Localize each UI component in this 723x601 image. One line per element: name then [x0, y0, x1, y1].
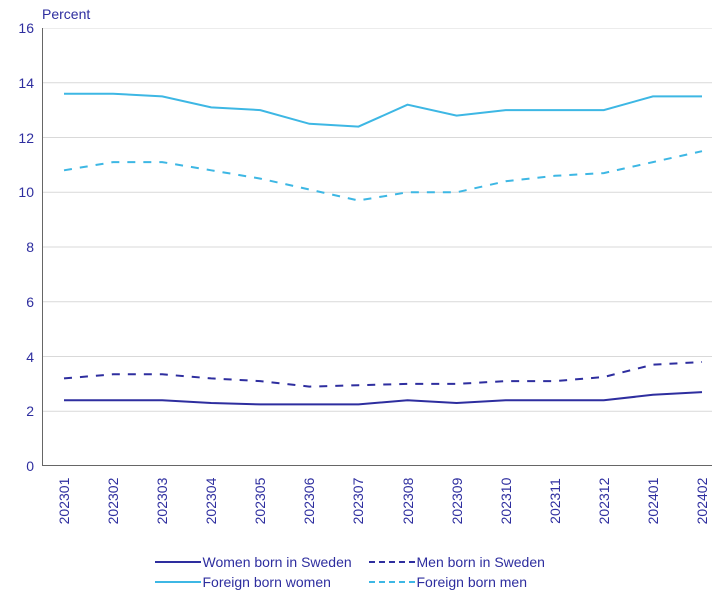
- x-tick-label: 202301: [56, 471, 72, 531]
- y-tick-label: 4: [0, 349, 34, 365]
- x-tick-label: 202310: [498, 471, 514, 531]
- x-tick-label: 202302: [105, 471, 121, 531]
- x-tick-label: 202304: [203, 471, 219, 531]
- y-tick-label: 6: [0, 294, 34, 310]
- y-tick-label: 8: [0, 239, 34, 255]
- y-tick-label: 0: [0, 458, 34, 474]
- y-axis-title: Percent: [42, 6, 90, 22]
- legend-label: Foreign born men: [417, 574, 528, 590]
- legend-swatch-dashed-dark: [369, 561, 415, 563]
- x-tick-label: 202305: [252, 471, 268, 531]
- x-tick-label: 202308: [400, 471, 416, 531]
- legend-item-foreign-men: Foreign born men: [369, 574, 569, 590]
- chart-container: Percent 0 2 4 6 8 10 12 14 16 202301 202302 202303…: [0, 0, 723, 601]
- legend-swatch-solid-light: [155, 581, 201, 583]
- y-tick-label: 2: [0, 403, 34, 419]
- legend-label: Men born in Sweden: [417, 554, 545, 570]
- y-tick-label: 16: [0, 20, 34, 36]
- y-tick-label: 12: [0, 130, 34, 146]
- x-tick-label: 202307: [350, 471, 366, 531]
- x-tick-label: 202401: [645, 471, 661, 531]
- legend-swatch-dashed-light: [369, 581, 415, 583]
- x-tick-label: 202303: [154, 471, 170, 531]
- legend: Women born in Sweden Men born in Sweden …: [0, 550, 723, 594]
- x-tick-label: 202309: [449, 471, 465, 531]
- legend-item-men-sweden: Men born in Sweden: [369, 554, 569, 570]
- y-tick-label: 10: [0, 184, 34, 200]
- x-tick-label: 202311: [547, 471, 563, 531]
- y-tick-label: 14: [0, 75, 34, 91]
- x-tick-label: 202306: [301, 471, 317, 531]
- plot-area: [42, 28, 712, 466]
- legend-item-women-sweden: Women born in Sweden: [155, 554, 355, 570]
- x-tick-label: 202312: [596, 471, 612, 531]
- plot-svg: [42, 28, 712, 466]
- legend-item-foreign-women: Foreign born women: [155, 574, 355, 590]
- legend-swatch-solid-dark: [155, 561, 201, 563]
- x-tick-label: 202402: [694, 471, 710, 531]
- legend-label: Foreign born women: [203, 574, 331, 590]
- legend-row-2: Foreign born women Foreign born men: [0, 574, 723, 590]
- legend-label: Women born in Sweden: [203, 554, 352, 570]
- legend-row-1: Women born in Sweden Men born in Sweden: [0, 554, 723, 570]
